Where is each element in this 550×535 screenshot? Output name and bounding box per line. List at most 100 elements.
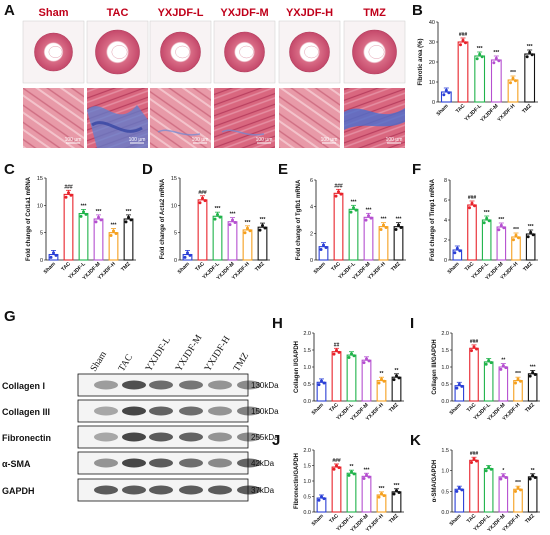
data-point xyxy=(531,474,535,478)
data-point xyxy=(480,55,484,59)
bar xyxy=(498,366,509,402)
data-point xyxy=(231,218,234,222)
he-heart-tile xyxy=(86,20,149,84)
significance-label: ### xyxy=(468,195,477,201)
data-point xyxy=(337,350,341,354)
scale-bar-label: 100 μm xyxy=(129,137,146,143)
bar xyxy=(93,218,104,261)
data-point xyxy=(457,486,461,490)
bar xyxy=(469,459,479,513)
chart-c: C 0 5 10 15 Fold change of Col1a1 mRNA Sham ###… xyxy=(4,161,136,282)
he-heart-tile xyxy=(22,20,85,84)
y-tick-label: 0.0 xyxy=(303,510,311,516)
data-point xyxy=(461,38,465,42)
data-point xyxy=(397,376,401,380)
significance-label: *** xyxy=(260,217,266,223)
masson-tile: 100 μm xyxy=(214,88,275,148)
significance-label: *** xyxy=(530,364,536,370)
y-tick-label: 20 xyxy=(429,60,435,66)
y-tick-label: 0.0 xyxy=(441,510,449,516)
x-tick-label: TAC xyxy=(60,261,72,273)
y-tick-label: 0 xyxy=(310,258,313,264)
protein-label: α-SMA xyxy=(2,459,31,469)
data-point xyxy=(337,466,341,470)
y-tick-label: 5 xyxy=(40,231,43,237)
blot-strip xyxy=(77,451,261,475)
panel-label-g: G xyxy=(4,308,16,325)
data-point xyxy=(509,81,512,85)
bar xyxy=(197,199,208,261)
data-point xyxy=(392,492,396,496)
data-point xyxy=(530,53,534,57)
data-point xyxy=(392,378,396,382)
panel-label-f: F xyxy=(412,161,421,178)
y-tick-label: 15 xyxy=(37,176,43,182)
x-tick-label: TMZ xyxy=(522,261,534,273)
data-point xyxy=(216,213,219,217)
group-header-yxjdf-h: YXJDF-H xyxy=(286,7,333,19)
data-point xyxy=(489,361,493,365)
data-point xyxy=(112,229,115,233)
lane-label-yxjdf-m: YXJDF-M xyxy=(174,333,205,374)
significance-label: *** xyxy=(513,227,519,233)
data-point xyxy=(529,230,533,234)
data-point xyxy=(475,459,478,463)
bar xyxy=(333,192,344,261)
bar xyxy=(346,354,357,402)
bar xyxy=(496,226,507,261)
bar xyxy=(481,219,492,261)
significance-label: *** xyxy=(381,217,387,223)
data-point xyxy=(382,223,385,227)
panel-label-k: K xyxy=(410,432,421,449)
he-heart-tile xyxy=(149,20,212,84)
significance-label: ### xyxy=(470,451,479,457)
significance-label: ** xyxy=(350,464,354,470)
data-point xyxy=(127,215,130,219)
y-axis-label: Fold change of Tgfb1 mRNA xyxy=(296,179,302,260)
x-tick-label: TAC xyxy=(330,261,342,273)
data-point xyxy=(531,233,535,237)
significance-label: *** xyxy=(96,209,102,215)
data-point xyxy=(484,362,488,366)
x-tick-label: Sham xyxy=(313,261,328,276)
data-point xyxy=(334,194,338,198)
bar xyxy=(467,204,477,261)
bar xyxy=(123,218,134,261)
x-tick-label: TMZ xyxy=(120,261,132,273)
data-point xyxy=(382,379,386,383)
group-header-tmz: TMZ xyxy=(363,7,386,19)
y-tick-label: 0.0 xyxy=(303,399,311,405)
group-header-tac: TAC xyxy=(107,7,129,19)
data-point xyxy=(243,231,247,235)
significance-label: ** xyxy=(380,371,384,377)
masson-tile: 100 μm xyxy=(87,88,148,148)
data-point xyxy=(198,201,202,205)
panel-label-a: A xyxy=(4,2,15,19)
significance-label: ** xyxy=(395,368,399,374)
data-point xyxy=(514,381,517,385)
y-tick-label: 10 xyxy=(37,203,43,209)
data-point xyxy=(228,223,232,227)
data-point xyxy=(460,488,464,492)
significance-label: *** xyxy=(515,371,521,377)
data-point xyxy=(472,457,476,461)
x-tick-label: Sham xyxy=(447,261,462,276)
data-point xyxy=(97,215,100,219)
significance-label: *** xyxy=(364,467,370,473)
data-point xyxy=(322,497,326,501)
data-point xyxy=(494,56,498,60)
chart-e: E 0 2 4 6 Fold change of Tgfb1 mRNA Sham ### TAC… xyxy=(278,161,406,282)
data-point xyxy=(379,227,383,231)
significance-label: *** xyxy=(126,209,132,215)
chart-b: B 0 10 20 30 40 Fibrotic area (%) Sham ### TAC ***… xyxy=(412,2,538,124)
data-point xyxy=(67,191,70,195)
panel-label-b: B xyxy=(412,2,423,19)
y-tick-label: 1.0 xyxy=(303,365,311,371)
data-point xyxy=(188,253,192,257)
x-tick-label: TMZ xyxy=(524,402,536,414)
y-tick-label: 2.0 xyxy=(303,448,311,454)
scale-bar-label: 100 μm xyxy=(256,137,273,143)
